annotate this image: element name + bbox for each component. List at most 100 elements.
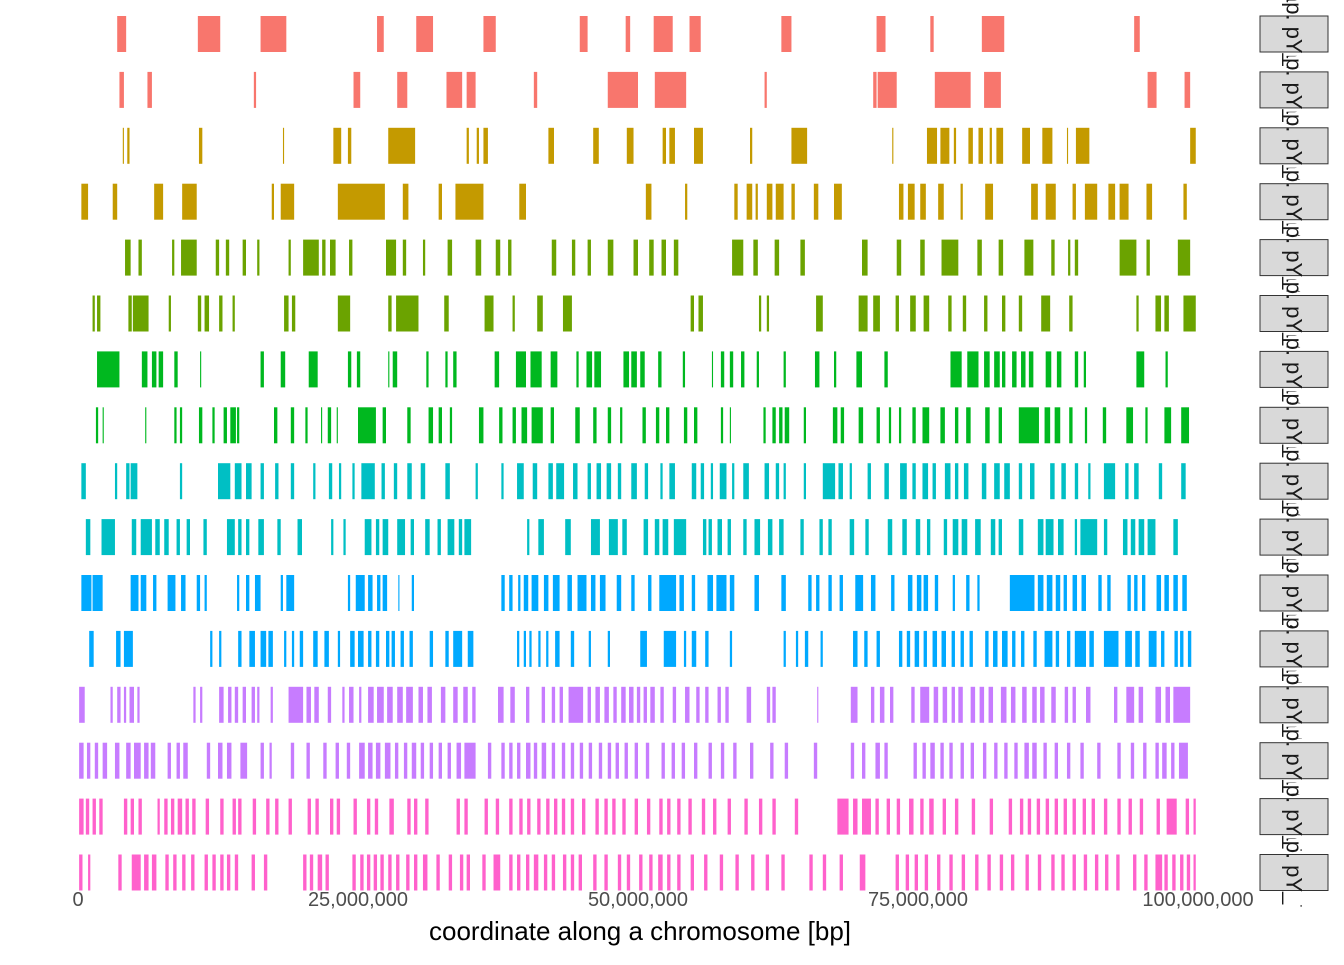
segment-bar: [716, 575, 727, 611]
segment-bar: [550, 407, 554, 444]
segment-bar: [870, 686, 875, 723]
segment-bar: [382, 407, 386, 444]
segment-bar: [414, 798, 418, 835]
segment-bar: [892, 127, 894, 164]
segment-bar: [1173, 519, 1178, 556]
segment-bar: [658, 351, 662, 388]
segment-bar: [537, 295, 543, 332]
segment-bar: [1103, 798, 1108, 835]
segment-bar: [179, 463, 183, 500]
segment-bar: [116, 630, 121, 667]
segment-bar: [118, 854, 122, 891]
segment-bar: [330, 798, 334, 835]
segment-bar: [998, 407, 1002, 444]
segment-bar: [1156, 798, 1160, 835]
segment-bar: [775, 463, 780, 500]
segment-bar: [746, 183, 753, 220]
segment-bar: [867, 463, 871, 500]
segment-bar: [541, 686, 546, 723]
strip-text: ap. pY_3: [1282, 437, 1307, 525]
segment-bar: [132, 295, 149, 332]
segment-bar: [654, 519, 660, 556]
segment-bar: [1056, 351, 1062, 388]
segment-bar: [99, 798, 103, 835]
segment-bar: [875, 742, 880, 779]
segment-bar: [198, 127, 203, 164]
segment-bar: [576, 351, 579, 388]
segment-bar: [1021, 630, 1025, 667]
segment-bar: [673, 239, 679, 276]
segment-bar: [1091, 798, 1095, 835]
segment-bar: [254, 575, 261, 611]
segment-bar: [561, 798, 566, 835]
segment-bar: [1010, 854, 1015, 891]
segment-bar: [1147, 519, 1156, 556]
segment-bar: [238, 519, 242, 556]
segment-bar: [313, 463, 316, 500]
strip-text: ap. pY_1: [1282, 46, 1307, 134]
segment-bar: [669, 127, 675, 164]
segment-bar: [176, 519, 180, 556]
segment-bar: [173, 854, 177, 891]
segment-bar: [923, 630, 927, 667]
segment-bar: [249, 630, 255, 667]
segment-bar: [1148, 630, 1157, 667]
segment-bar: [704, 854, 708, 891]
segment-bar: [1018, 407, 1039, 444]
segment-bar: [359, 742, 365, 779]
segment-bar: [993, 630, 998, 667]
segment-bar: [855, 575, 864, 611]
segment-bar: [763, 407, 766, 444]
segment-bar: [416, 16, 434, 52]
track-row: [117, 16, 1140, 52]
segment-bar: [800, 519, 804, 556]
segment-bar: [269, 742, 272, 779]
segment-bar: [954, 463, 959, 500]
strip-box: [1259, 239, 1329, 277]
segment-bar: [79, 686, 85, 723]
segment-bar: [487, 742, 492, 779]
segment-bar: [1165, 351, 1168, 388]
segment-bar: [394, 742, 399, 779]
segment-bar: [1004, 463, 1010, 500]
strip-box: [1259, 518, 1329, 556]
segment-bar: [176, 742, 180, 779]
segment-bar: [237, 407, 240, 444]
segment-bar: [744, 798, 748, 835]
segment-bar: [794, 798, 799, 835]
segment-bar: [551, 686, 556, 723]
segment-bar: [1172, 854, 1176, 891]
segment-bar: [126, 463, 130, 500]
segment-bar: [977, 239, 982, 276]
segment-bar: [220, 798, 224, 835]
segment-bar: [455, 183, 484, 220]
segment-bar: [1130, 519, 1136, 556]
segment-bar: [1002, 630, 1008, 667]
segment-bar: [464, 798, 468, 835]
segment-bar: [387, 686, 393, 723]
segment-bar: [438, 742, 442, 779]
segment-bar: [895, 295, 899, 332]
segment-bar: [679, 575, 684, 611]
segment-bar: [445, 463, 450, 500]
segment-bar: [701, 798, 706, 835]
segment-bar: [1041, 295, 1051, 332]
segment-bar: [359, 686, 362, 723]
segment-bar: [122, 127, 124, 164]
segment-bar: [960, 742, 964, 779]
segment-bar: [375, 742, 381, 779]
segment-bar: [517, 854, 521, 891]
segment-bar: [308, 351, 318, 388]
segment-bar: [751, 854, 755, 891]
segment-bar: [888, 407, 892, 444]
segment-bar: [336, 798, 341, 835]
segment-bar: [643, 519, 649, 556]
track-row: [89, 630, 1192, 667]
segment-bar: [942, 798, 946, 835]
segment-bar: [559, 686, 563, 723]
segment-bar: [321, 407, 323, 444]
segment-bar: [1021, 351, 1026, 388]
segment-bar: [922, 742, 926, 779]
segment-bar: [119, 71, 124, 108]
segment-bar: [1061, 854, 1065, 891]
